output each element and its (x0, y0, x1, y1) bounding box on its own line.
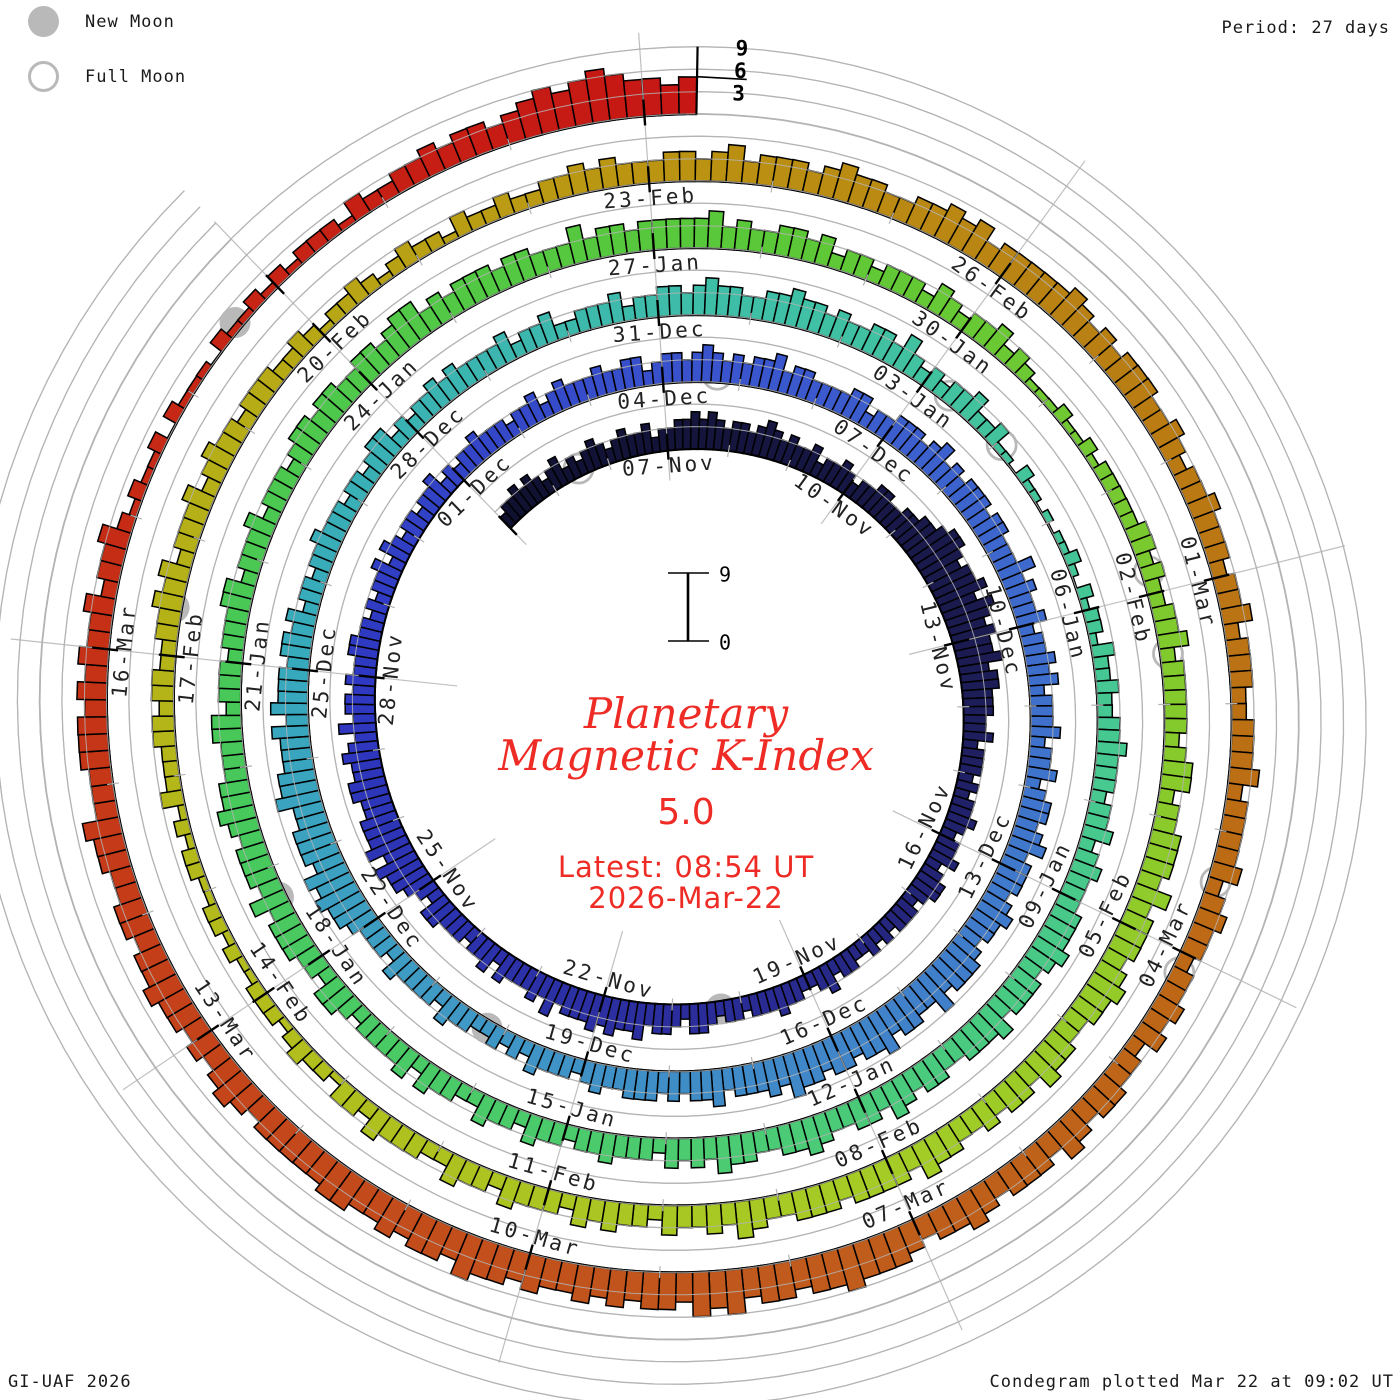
chart-title-line2: Magnetic K-Index (498, 731, 874, 780)
center-k-scale: 90 (668, 563, 731, 655)
date-label: 04-Dec (617, 384, 712, 414)
legend-new-moon: New Moon (28, 6, 186, 37)
new-moon-label: New Moon (85, 11, 175, 32)
legend-full-moon: Full Moon (28, 61, 186, 92)
credit-label: GI-UAF 2026 (8, 1372, 132, 1392)
k-axis-scale: 963 (695, 36, 749, 115)
current-k-value: 5.0 (657, 792, 715, 833)
moon-legend: New Moon Full Moon (28, 6, 186, 92)
chart-center-text: Planetary Magnetic K-Index 5.0 (386, 689, 986, 834)
center-scale-label: 0 (719, 631, 731, 655)
plotted-timestamp: Condegram plotted Mar 22 at 09:02 UT (989, 1372, 1394, 1392)
full-moon-label: Full Moon (85, 66, 187, 87)
date-label: 23-Feb (603, 183, 698, 213)
center-scale-label: 9 (719, 563, 731, 587)
k-scale-tick-label: 9 (736, 36, 749, 60)
period-label: Period: 27 days (1221, 18, 1390, 38)
new-moon-icon (28, 6, 59, 37)
latest-time: Latest: 08:54 UT (557, 850, 815, 884)
date-label: 31-Dec (612, 317, 707, 347)
latest-reading: Latest: 08:54 UT 2026-Mar-22 (386, 852, 986, 914)
full-moon-icon (28, 61, 59, 92)
latest-date: 2026-Mar-22 (588, 881, 784, 915)
chart-title-line1: Planetary (583, 689, 789, 738)
k-scale-tick-label: 6 (734, 59, 747, 83)
k-scale-tick-label: 3 (732, 81, 745, 105)
date-label: 07-Nov (621, 450, 716, 480)
day-ticks (92, 99, 1238, 1279)
date-label: 27-Jan (607, 250, 702, 280)
